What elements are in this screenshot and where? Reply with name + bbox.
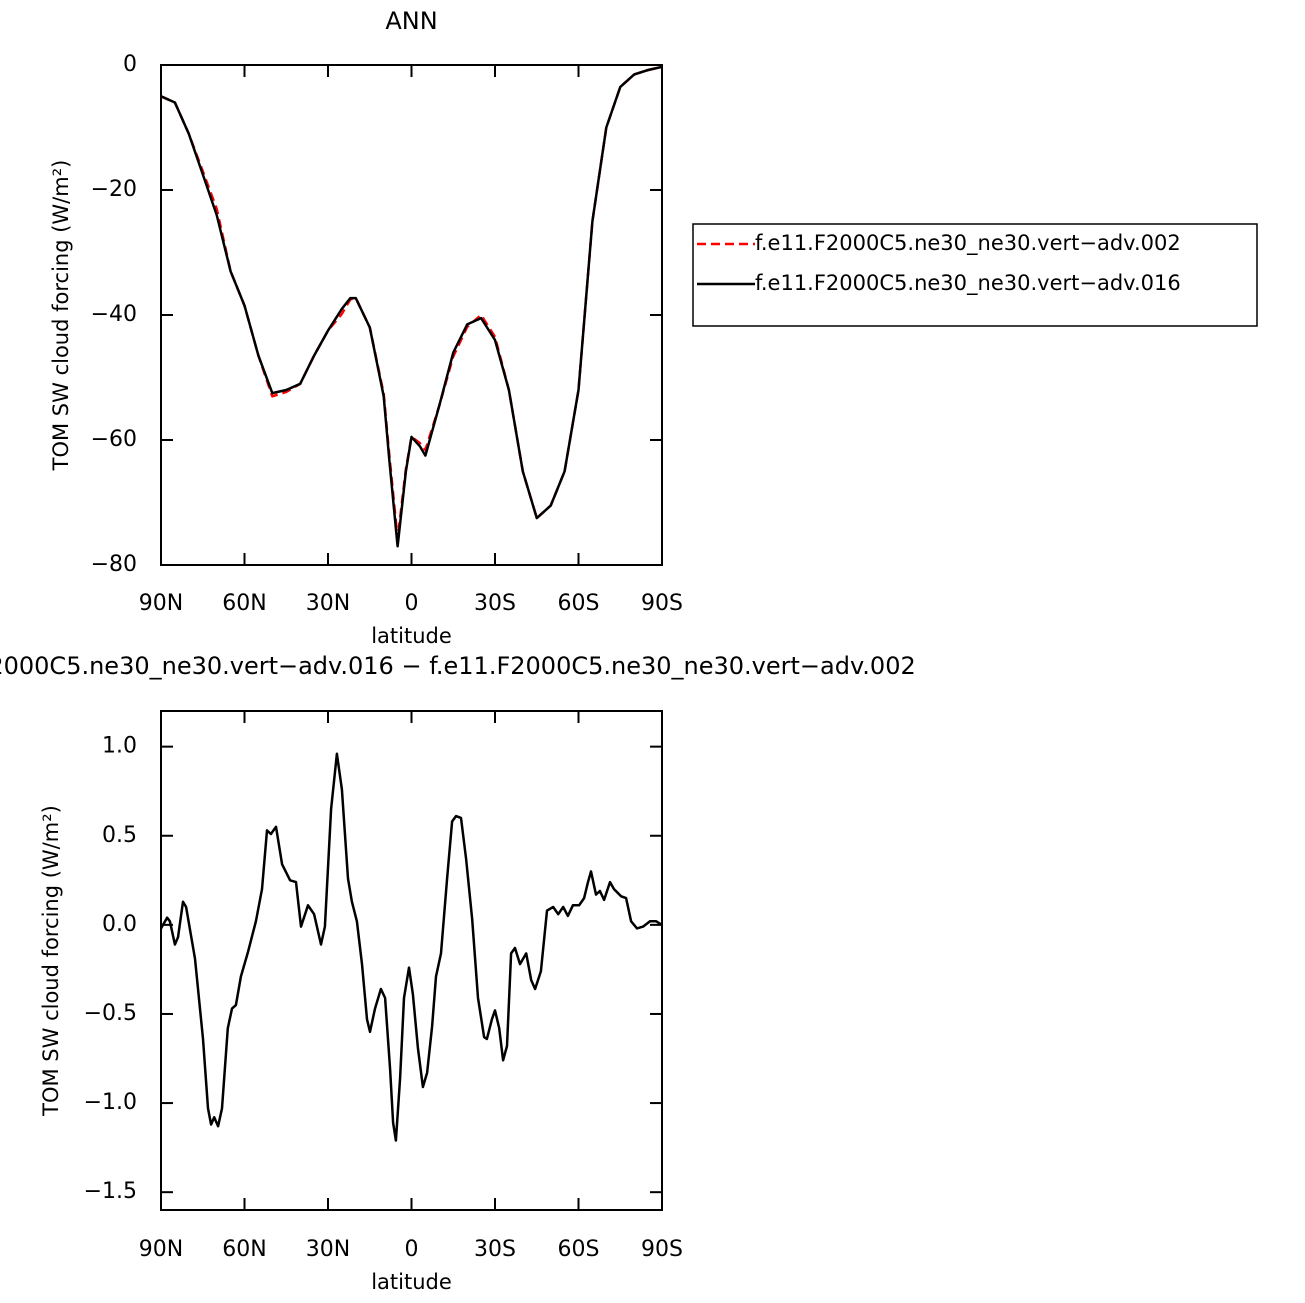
x-tick-label: 90N (139, 1237, 183, 1262)
x-tick-label: 0 (405, 591, 419, 616)
y-tick-label: −80 (91, 552, 137, 577)
y-tick-label: −20 (91, 177, 137, 202)
data-line (159, 752, 663, 1142)
x-tick-label: 30S (474, 591, 516, 616)
x-tick-label: 30S (474, 1237, 516, 1262)
plot-frame (160, 64, 663, 566)
y-tick-label: 1.0 (102, 734, 137, 759)
x-tick-label: 30N (306, 591, 350, 616)
x-tick-label: 60S (558, 591, 600, 616)
y-tick-label: −1.5 (84, 1179, 137, 1204)
y-tick-label: 0 (123, 52, 137, 77)
y-tick-label: −1.0 (84, 1090, 137, 1115)
y-axis-label: TOM SW cloud forcing (W/m²) (39, 805, 63, 1117)
y-tick-label: −60 (91, 427, 137, 452)
data-line (160, 65, 663, 548)
legend-label: f.e11.F2000C5.ne30_ne30.vert−adv.016 (755, 271, 1181, 296)
legend-label: f.e11.F2000C5.ne30_ne30.vert−adv.002 (755, 231, 1181, 256)
chart-title: f.e11.F2000C5.ne30_ne30.vert−adv.016 − f… (0, 652, 916, 680)
legend-box (692, 223, 1258, 327)
x-axis-label: latitude (371, 624, 452, 648)
y-tick-label: 0.0 (102, 912, 137, 937)
x-tick-label: 30N (306, 1237, 350, 1262)
y-axis-label: TOM SW cloud forcing (W/m²) (49, 160, 73, 472)
y-tick-label: −0.5 (84, 1001, 137, 1026)
x-tick-label: 60N (222, 591, 266, 616)
x-axis-label: latitude (371, 1270, 452, 1294)
y-tick-label: 0.5 (102, 823, 137, 848)
x-tick-label: 90N (139, 591, 183, 616)
chart-title: ANN (385, 7, 437, 35)
x-tick-label: 90S (641, 1237, 683, 1262)
y-tick-label: −40 (91, 302, 137, 327)
x-tick-label: 0 (405, 1237, 419, 1262)
plot-frame (160, 710, 663, 1211)
x-tick-label: 60S (558, 1237, 600, 1262)
x-tick-label: 60N (222, 1237, 266, 1262)
x-tick-label: 90S (641, 591, 683, 616)
